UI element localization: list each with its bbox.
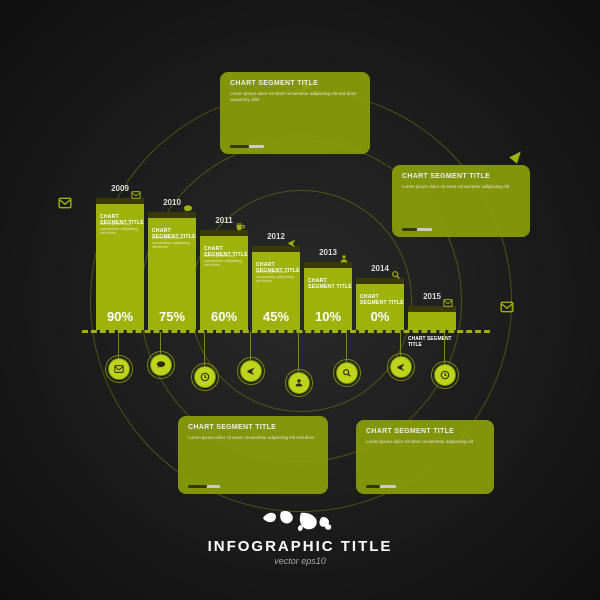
world-map-icon bbox=[260, 506, 340, 534]
bar-segment-title: CHART SEGMENT TITLE bbox=[308, 278, 352, 290]
timeline-axis bbox=[82, 330, 490, 333]
infographic-title: INFOGRAPHIC TITLE bbox=[0, 538, 600, 555]
hanger-clock-icon bbox=[194, 366, 216, 388]
callout-body: Lorem ipsum dolor sit amet consectetur a… bbox=[402, 184, 520, 190]
bar-2014: CHART SEGMENT TITLE0%2014 bbox=[356, 278, 404, 330]
bar-percent: 60% bbox=[200, 309, 248, 324]
callout-body: Lorem ipsum dolor sit amet consectetur a… bbox=[366, 439, 484, 445]
arrow-icon bbox=[509, 148, 524, 164]
bar-2012: CHART SEGMENT TITLELorem ipsum dolor con… bbox=[252, 246, 300, 330]
hanger-search-icon bbox=[336, 362, 358, 384]
bar-percent: 0% bbox=[356, 309, 404, 324]
mail-icon bbox=[58, 196, 72, 210]
callout-body: Lorem ipsum dolor sit amet consectetur a… bbox=[188, 435, 318, 441]
hanger-plane-icon bbox=[240, 360, 262, 382]
bar-segment-body: Lorem ipsum dolor consectetur adipiscing… bbox=[204, 254, 244, 268]
hanger-clock-icon bbox=[434, 364, 456, 386]
hanger-line bbox=[250, 332, 251, 360]
bar-percent: 75% bbox=[148, 309, 196, 324]
bar-2013: CHART SEGMENT TITLE10%2013 bbox=[304, 262, 352, 330]
callout-progress bbox=[402, 228, 432, 231]
callout-box: CHART SEGMENT TITLE Lorem ipsum dolor sit… bbox=[220, 72, 370, 154]
user-icon bbox=[339, 251, 349, 261]
callout-box: CHART SEGMENT TITLE Lorem ipsum dolor sit… bbox=[178, 416, 328, 494]
bar-segment-title: CHART SEGMENT TITLE bbox=[360, 294, 404, 306]
callout-title: CHART SEGMENT TITLE bbox=[230, 80, 360, 87]
callout-title: CHART SEGMENT TITLE bbox=[366, 428, 484, 435]
bar-percent: 10% bbox=[304, 309, 352, 324]
hanger-user-icon bbox=[288, 372, 310, 394]
callout-box: CHART SEGMENT TITLE Lorem ipsum dolor sit… bbox=[392, 165, 530, 237]
callout-body: Lorem ipsum dolor sit amet consectetur a… bbox=[230, 91, 360, 103]
bar-segment-title: CHART SEGMENT TITLE bbox=[408, 336, 456, 348]
callout-progress bbox=[230, 145, 264, 148]
hanger-line bbox=[346, 332, 347, 362]
chat-icon bbox=[183, 201, 193, 211]
bar-percent: 45% bbox=[252, 309, 300, 324]
callout-progress bbox=[366, 485, 396, 488]
mail-icon bbox=[500, 300, 514, 314]
bar-2010: CHART SEGMENT TITLELorem ipsum dolor con… bbox=[148, 212, 196, 330]
callout-title: CHART SEGMENT TITLE bbox=[188, 424, 318, 431]
bar-2011: CHART SEGMENT TITLELorem ipsum dolor con… bbox=[200, 230, 248, 330]
infographic-stage: CHART SEGMENT TITLE Lorem ipsum dolor con… bbox=[0, 0, 600, 600]
hanger-line bbox=[298, 332, 299, 372]
bar-2015: 2015 bbox=[408, 306, 456, 330]
bar-segment-body: Lorem ipsum dolor consectetur adipiscing… bbox=[256, 270, 296, 284]
mail-icon bbox=[131, 187, 141, 197]
hanger-line bbox=[204, 332, 205, 366]
bar-segment-body: Lorem ipsum dolor consectetur adipiscing… bbox=[100, 222, 140, 236]
search-icon bbox=[391, 267, 401, 277]
bar-2009: CHART SEGMENT TITLELorem ipsum dolor con… bbox=[96, 198, 144, 330]
infographic-subtitle: vector eps10 bbox=[0, 556, 600, 566]
bar-percent: 90% bbox=[96, 309, 144, 324]
plane-icon bbox=[287, 235, 297, 245]
callout-title: CHART SEGMENT TITLE bbox=[402, 173, 520, 180]
hanger-chat-icon bbox=[150, 354, 172, 376]
callout-progress bbox=[188, 485, 220, 488]
bar-segment-body: Lorem ipsum dolor consectetur adipiscing… bbox=[152, 236, 192, 250]
hanger-plane-icon bbox=[390, 356, 412, 378]
callout-box: CHART SEGMENT TITLE Lorem ipsum dolor sit… bbox=[356, 420, 494, 494]
hanger-line bbox=[444, 332, 445, 364]
cup-icon bbox=[235, 219, 245, 229]
mail-icon bbox=[443, 295, 453, 305]
hanger-mail-icon bbox=[108, 358, 130, 380]
